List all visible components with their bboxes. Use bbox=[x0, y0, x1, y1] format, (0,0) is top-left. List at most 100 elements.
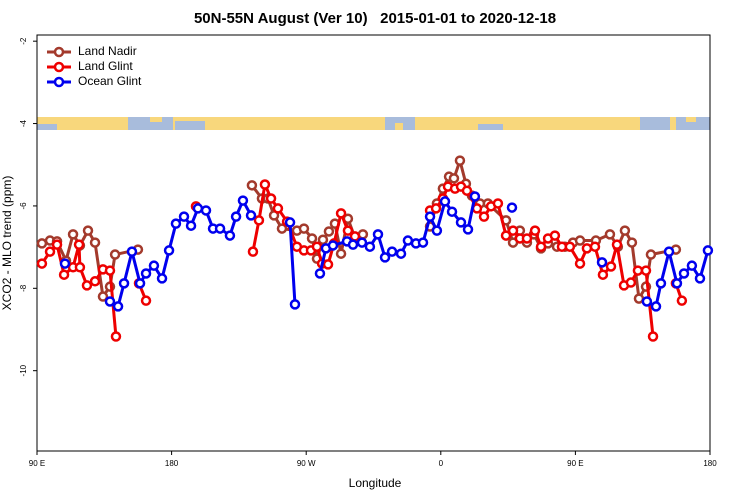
point bbox=[395, 248, 407, 259]
series-line bbox=[109, 196, 710, 308]
point bbox=[641, 296, 653, 307]
point bbox=[59, 258, 71, 269]
point bbox=[67, 229, 79, 240]
point bbox=[402, 235, 414, 246]
point bbox=[118, 278, 130, 289]
point bbox=[178, 211, 190, 222]
point bbox=[454, 155, 466, 166]
point bbox=[386, 246, 398, 257]
point bbox=[439, 196, 451, 207]
point bbox=[246, 180, 258, 191]
point bbox=[259, 179, 271, 190]
point bbox=[506, 202, 518, 213]
legend-marker bbox=[53, 61, 65, 73]
point bbox=[317, 234, 329, 245]
x-tick-label: 180 bbox=[703, 459, 717, 468]
x-tick-label: 90 E bbox=[29, 459, 45, 468]
point bbox=[192, 203, 204, 214]
point bbox=[185, 220, 197, 231]
point bbox=[110, 331, 122, 342]
point bbox=[521, 233, 533, 244]
point bbox=[74, 262, 86, 273]
point bbox=[253, 215, 265, 226]
point bbox=[314, 268, 326, 279]
point bbox=[140, 268, 152, 279]
point bbox=[230, 211, 242, 222]
x-tick-label: 0 bbox=[439, 459, 444, 468]
point bbox=[626, 237, 638, 248]
x-tick-label: 180 bbox=[165, 459, 179, 468]
legend-label: Land Glint bbox=[78, 59, 133, 73]
y-tick-label: -2 bbox=[19, 37, 28, 45]
point bbox=[349, 231, 361, 242]
point bbox=[507, 225, 519, 236]
point bbox=[625, 277, 637, 288]
point bbox=[676, 295, 688, 306]
point bbox=[342, 225, 354, 236]
point bbox=[549, 230, 561, 241]
chart-title: 50N-55N August (Ver 10) 2015-01-01 to 20… bbox=[194, 10, 556, 27]
point bbox=[148, 260, 160, 271]
point bbox=[36, 238, 48, 249]
point bbox=[289, 299, 301, 310]
point bbox=[200, 205, 212, 216]
point bbox=[356, 237, 368, 248]
point bbox=[126, 246, 138, 257]
point bbox=[605, 261, 617, 272]
point bbox=[284, 217, 296, 228]
point bbox=[364, 241, 376, 252]
point bbox=[327, 240, 339, 251]
point bbox=[581, 243, 593, 254]
point bbox=[73, 239, 85, 250]
point bbox=[245, 210, 257, 221]
point bbox=[632, 265, 644, 276]
legend-label: Ocean Glint bbox=[78, 74, 142, 88]
point bbox=[163, 245, 175, 256]
point bbox=[323, 226, 335, 237]
point bbox=[500, 230, 512, 241]
point bbox=[678, 268, 690, 279]
point bbox=[322, 259, 334, 270]
y-axis-label: XCO2 - MLO trend (ppm) bbox=[0, 176, 14, 311]
point bbox=[109, 249, 121, 260]
point bbox=[492, 198, 504, 209]
point bbox=[596, 257, 608, 268]
point bbox=[469, 191, 481, 202]
point bbox=[44, 246, 56, 257]
point bbox=[461, 185, 473, 196]
point bbox=[702, 245, 714, 256]
point bbox=[650, 301, 662, 312]
legend-marker bbox=[53, 76, 65, 88]
point bbox=[214, 223, 226, 234]
point bbox=[347, 239, 359, 250]
legend-marker bbox=[53, 46, 65, 58]
point bbox=[686, 260, 698, 271]
point bbox=[306, 233, 318, 244]
point bbox=[424, 211, 436, 222]
point bbox=[663, 246, 675, 257]
point bbox=[156, 273, 168, 284]
point bbox=[104, 296, 116, 307]
point bbox=[89, 237, 101, 248]
point bbox=[604, 229, 616, 240]
point bbox=[247, 246, 259, 257]
point bbox=[647, 331, 659, 342]
point bbox=[431, 225, 443, 236]
point bbox=[170, 218, 182, 229]
point bbox=[462, 224, 474, 235]
point bbox=[335, 208, 347, 219]
point bbox=[97, 291, 109, 302]
point bbox=[335, 248, 347, 259]
x-axis-label: Longitude bbox=[349, 476, 402, 490]
point bbox=[564, 241, 576, 252]
point bbox=[272, 203, 284, 214]
point bbox=[455, 217, 467, 228]
x-tick-label: 90 E bbox=[567, 459, 583, 468]
map-strip bbox=[37, 117, 710, 130]
point bbox=[671, 278, 683, 289]
point bbox=[311, 241, 323, 252]
point bbox=[36, 258, 48, 269]
point bbox=[589, 241, 601, 252]
point bbox=[298, 223, 310, 234]
